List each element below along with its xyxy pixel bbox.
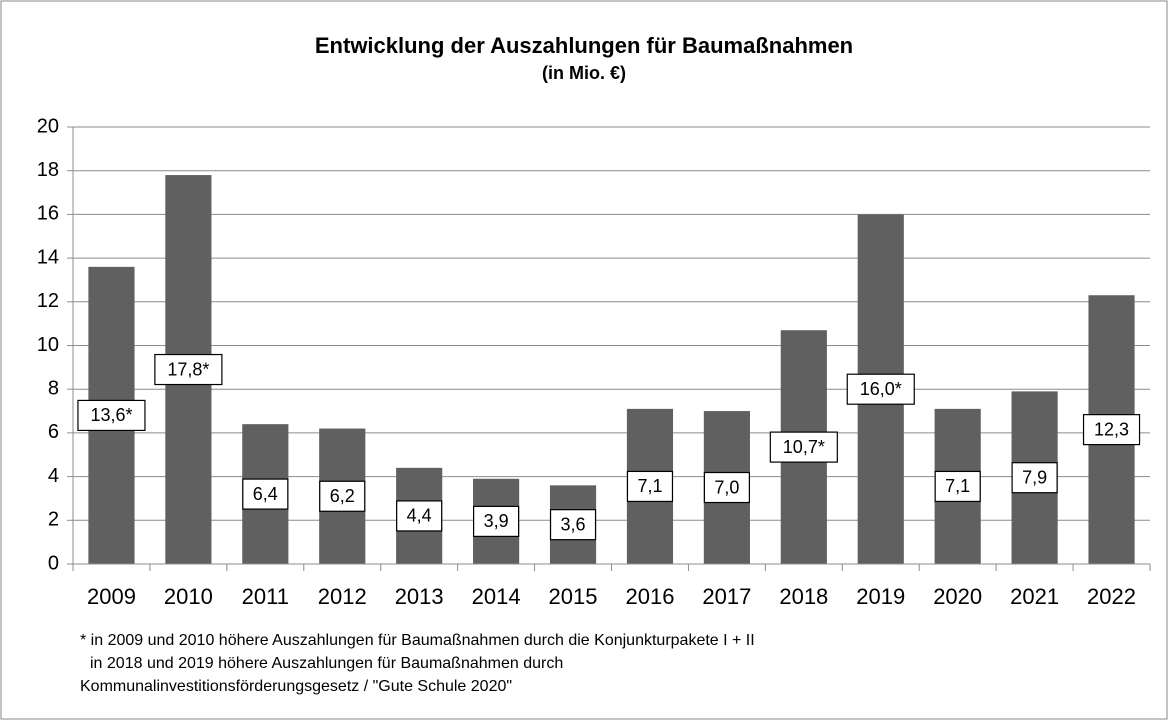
value-label: 6,2: [330, 486, 355, 506]
x-tick-label: 2022: [1087, 584, 1136, 609]
value-label: 7,9: [1022, 467, 1047, 487]
value-label-box: [154, 353, 223, 386]
y-tick-label: 16: [37, 203, 59, 225]
value-label: 13,6*: [90, 405, 132, 425]
value-label-box: [846, 373, 915, 405]
footnote: in 2018 und 2019 höhere Auszahlungen für…: [90, 655, 563, 672]
x-tick-label: 2021: [1010, 584, 1059, 609]
x-tick-label: 2014: [472, 584, 521, 609]
value-label-box: [473, 505, 520, 537]
x-tick-label: 2016: [625, 584, 674, 609]
x-tick-label: 2009: [87, 584, 136, 609]
x-tick-label: 2013: [395, 584, 444, 609]
value-label: 16,0*: [860, 379, 902, 399]
footnote: * in 2009 und 2010 höhere Auszahlungen f…: [80, 632, 755, 649]
y-tick-label: 8: [48, 377, 59, 399]
x-tick-label: 2015: [549, 584, 598, 609]
y-tick-label: 12: [37, 290, 59, 312]
chart-title: Entwicklung der Auszahlungen für Baumaßn…: [315, 33, 853, 58]
value-label: 3,6: [561, 514, 586, 534]
value-label-box: [242, 478, 289, 510]
value-label-box: [769, 431, 838, 463]
y-tick-label: 10: [37, 334, 59, 356]
value-label: 7,1: [945, 476, 970, 496]
x-tick-label: 2011: [242, 584, 289, 609]
chart-subtitle: (in Mio. €): [542, 63, 626, 83]
value-label-box: [626, 470, 674, 503]
y-tick-label: 2: [48, 509, 59, 531]
y-tick-label: 14: [37, 246, 59, 268]
y-tick-label: 6: [48, 421, 59, 443]
value-label-box: [703, 471, 750, 504]
value-label-box: [77, 399, 146, 432]
value-label: 17,8*: [167, 359, 209, 379]
value-label-box: [549, 509, 597, 541]
footnote: Kommunalinvestitionsförderungsgesetz / "…: [80, 678, 512, 695]
y-tick-label: 18: [37, 159, 59, 181]
value-label: 4,4: [407, 506, 432, 526]
value-label: 12,3: [1094, 419, 1129, 439]
x-tick-label: 2012: [318, 584, 367, 609]
value-label-box: [1011, 462, 1058, 494]
x-tick-label: 2017: [702, 584, 751, 609]
value-label: 7,1: [637, 476, 662, 496]
y-tick-label: 20: [37, 115, 59, 137]
x-tick-label: 2019: [856, 584, 905, 609]
value-label-box: [1082, 414, 1141, 446]
value-label-box: [319, 480, 366, 512]
value-label-box: [934, 470, 981, 503]
x-tick-label: 2018: [779, 584, 828, 609]
value-label: 3,9: [484, 511, 509, 531]
x-tick-label: 2010: [164, 584, 213, 609]
x-tick-label: 2020: [933, 584, 982, 609]
value-label: 6,4: [253, 484, 278, 504]
value-label-box: [396, 500, 443, 532]
value-label: 7,0: [714, 477, 739, 497]
y-tick-label: 4: [48, 465, 59, 487]
value-label: 10,7*: [783, 437, 825, 457]
y-tick-label: 0: [48, 552, 59, 574]
